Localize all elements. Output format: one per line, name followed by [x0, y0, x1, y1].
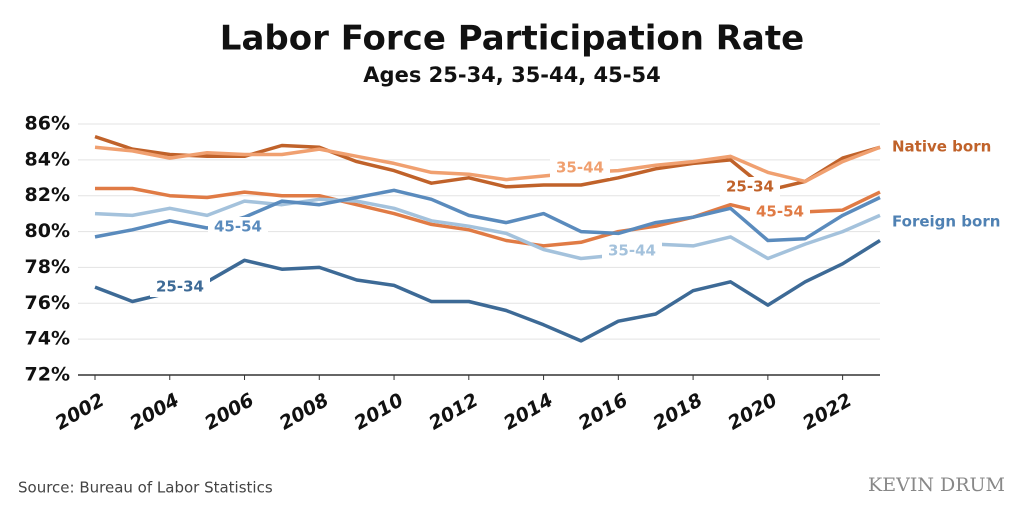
source: Source: Bureau of Labor Statistics: [18, 479, 273, 497]
group-label: Foreign born: [892, 213, 1000, 231]
label-bg: [750, 202, 810, 222]
y-tick-label: 76%: [25, 292, 70, 314]
series-label: 45-54: [214, 218, 262, 236]
series-label: 35-44: [608, 242, 656, 260]
series-label: 35-44: [556, 159, 604, 177]
y-tick-label: 86%: [25, 113, 70, 135]
x-tick-label: 2018: [650, 389, 707, 434]
series-line: [94, 197, 881, 261]
series-label: 45-54: [756, 203, 804, 221]
series-line: [94, 145, 881, 184]
x-tick-label: 2008: [276, 389, 333, 434]
label-bg: [602, 241, 662, 261]
y-tick-label: 80%: [25, 220, 70, 242]
label-bg: [150, 277, 210, 297]
y-tick-label: 84%: [25, 148, 70, 170]
series-line: [94, 239, 881, 343]
label-bg: [208, 217, 268, 237]
y-tick-label: 82%: [25, 184, 70, 206]
chart-title: Labor Force Participation Rate: [220, 19, 804, 59]
series-line: [94, 134, 881, 193]
x-tick-label: 2022: [799, 389, 856, 434]
y-tick-label: 72%: [25, 364, 70, 386]
x-tick-label: 2010: [350, 389, 407, 434]
y-tick-label: 78%: [25, 256, 70, 278]
x-tick-label: 2014: [500, 389, 557, 434]
series-line: [95, 186, 881, 248]
x-tick-label: 2012: [425, 389, 482, 434]
group-label: Native born: [892, 138, 991, 156]
logo: KEVIN DRUM: [868, 474, 1005, 496]
x-tick-label: 2006: [201, 389, 258, 434]
x-tick-label: 2020: [724, 389, 781, 434]
chart-subtitle: Ages 25-34, 35-44, 45-54: [363, 63, 660, 87]
x-tick-label: 2016: [575, 389, 632, 434]
x-tick-label: 2002: [51, 389, 108, 434]
label-bg: [550, 158, 610, 178]
label-bg: [720, 177, 780, 197]
x-tick-label: 2004: [126, 389, 183, 434]
series-label: 25-34: [156, 278, 204, 296]
series-label: 25-34: [726, 178, 774, 196]
y-tick-label: 74%: [25, 328, 70, 350]
